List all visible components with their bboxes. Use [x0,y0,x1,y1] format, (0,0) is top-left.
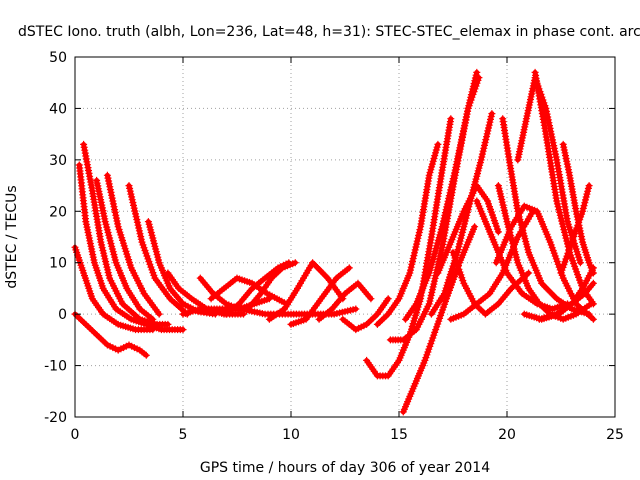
series-markers [492,202,597,323]
x-tick-label: 20 [498,427,516,443]
x-tick-label: 10 [282,427,300,443]
series-arc4 [75,161,187,334]
series-arc16 [287,264,353,328]
series-markers [244,259,299,313]
series-arc8 [144,218,219,318]
series-arc17 [315,279,375,323]
series-arc26 [434,182,502,277]
series-markers [103,171,163,318]
series-markers [315,279,375,323]
y-tick-label: 50 [49,50,67,66]
data-layer [71,68,597,416]
series-arc5 [93,176,157,323]
series-arc15 [265,259,347,323]
series-markers [144,218,219,318]
series-arc20 [399,223,479,416]
series-markers [265,259,347,323]
series-markers [373,140,442,328]
chart-title: dSTEC Iono. truth (albh, Lon=236, Lat=48… [18,24,640,40]
series-arc7 [125,182,191,318]
y-axis-label: dSTEC / TECUs [4,185,20,288]
x-tick-label: 25 [606,427,624,443]
series-markers [339,295,392,334]
series-markers [434,182,502,277]
y-tick-label: 0 [58,307,67,323]
y-tick-label: 40 [49,101,67,117]
series-arc27 [449,248,533,318]
series-line [81,141,171,327]
series-markers [287,264,353,328]
series-arc23 [402,74,483,323]
series-markers [402,74,483,323]
grid [75,57,615,417]
series-arc6 [103,171,163,318]
series-markers [75,161,187,334]
series-arc37 [535,279,597,323]
y-tick-label: -10 [44,359,67,375]
series-markers [531,68,597,308]
series-arc18 [339,295,392,334]
y-tick-label: 30 [49,153,67,169]
x-tick-label: 5 [179,427,188,443]
y-tick-label: 10 [49,256,67,272]
plot-frame [74,56,616,418]
series-arc21 [373,140,442,328]
x-tick-label: 0 [71,427,80,443]
series-markers [535,279,597,323]
series-markers [125,182,191,318]
y-tick-label: 20 [49,204,67,220]
x-tick-label: 15 [390,427,408,443]
series-markers [80,140,172,328]
x-axis-label: GPS time / hours of day 306 of year 2014 [200,460,490,476]
y-tick-label: -20 [44,410,67,426]
axes-ticks: 0 5 10 15 20 25 -20 -10 0 10 20 30 40 50 [44,50,624,443]
series-markers [557,182,593,277]
series-arc36 [557,182,593,277]
series-markers [449,248,533,318]
series-markers [93,176,157,323]
series-arc14 [244,259,299,313]
